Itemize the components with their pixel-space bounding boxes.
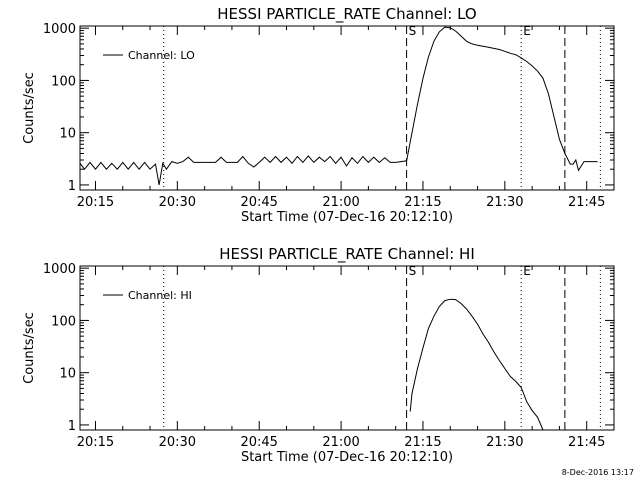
panel-2-series-line	[409, 298, 544, 431]
panel-2-title: HESSI PARTICLE_RATE Channel: HI	[219, 245, 475, 264]
panel-1-x-tick-label: 20:45	[240, 195, 277, 210]
panel-2-y-axis-label: Counts/sec	[22, 312, 37, 384]
panel-2-x-tick-label: 21:45	[568, 435, 605, 450]
generation-timestamp: 8-Dec-2016 13:17	[561, 468, 634, 477]
panel-1-marker-label-s: S	[409, 24, 417, 38]
panel-1-x-axis-label: Start Time (07-Dec-16 20:12:10)	[241, 210, 453, 225]
panel-2-y-tick-label: 1000	[43, 262, 76, 277]
panel-2-y-tick-label: 100	[51, 314, 76, 329]
panel-1-x-tick-label: 21:15	[404, 195, 441, 210]
panel-2-x-tick-label: 21:30	[486, 435, 523, 450]
panel-1-x-tick-label: 21:30	[486, 195, 523, 210]
panel-1-series-line	[79, 26, 598, 185]
panel-2-x-tick-label: 20:15	[77, 435, 114, 450]
panel-2-legend-label: Channel: HI	[128, 289, 192, 302]
panel-2-y-tick-label: 10	[59, 367, 76, 382]
panel-2-marker-label-s: S	[409, 264, 417, 278]
panel-1-y-tick-label: 100	[51, 74, 76, 89]
panel-1-x-tick-label: 21:00	[322, 195, 359, 210]
panel-2-x-tick-label: 21:15	[404, 435, 441, 450]
panel-2-marker-label-e: E	[523, 264, 531, 278]
panel-1-x-tick-label: 20:30	[159, 195, 196, 210]
panel-2-x-tick-label: 20:30	[159, 435, 196, 450]
panel-2-x-axis-label: Start Time (07-Dec-16 20:12:10)	[241, 450, 453, 465]
panel-1-y-tick-label: 10	[59, 127, 76, 142]
panel-1-marker-label-e: E	[523, 24, 531, 38]
panel-1-title: HESSI PARTICLE_RATE Channel: LO	[217, 5, 476, 24]
panel-2-x-tick-label: 20:45	[240, 435, 277, 450]
panel-1-y-axis-label: Counts/sec	[22, 72, 37, 144]
panel-2-x-tick-label: 21:00	[322, 435, 359, 450]
panel-1-x-tick-label: 21:45	[568, 195, 605, 210]
panel-2-y-tick-label: 1	[68, 419, 76, 434]
panel-1-y-tick-label: 1000	[43, 22, 76, 37]
panel-1-x-tick-label: 20:15	[77, 195, 114, 210]
panel-1-legend-label: Channel: LO	[128, 49, 195, 62]
panel-1-y-tick-label: 1	[68, 179, 76, 194]
